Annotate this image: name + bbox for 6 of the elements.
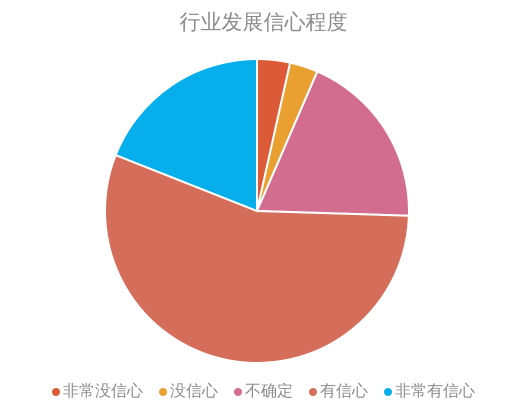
legend-label: 不确定 bbox=[245, 381, 293, 402]
legend-label: 没信心 bbox=[170, 381, 218, 402]
legend-label: 有信心 bbox=[320, 381, 368, 402]
legend-label: 非常有信心 bbox=[395, 381, 475, 402]
chart-title: 行业发展信心程度 bbox=[178, 9, 348, 36]
legend-label: 非常没信心 bbox=[63, 381, 143, 402]
